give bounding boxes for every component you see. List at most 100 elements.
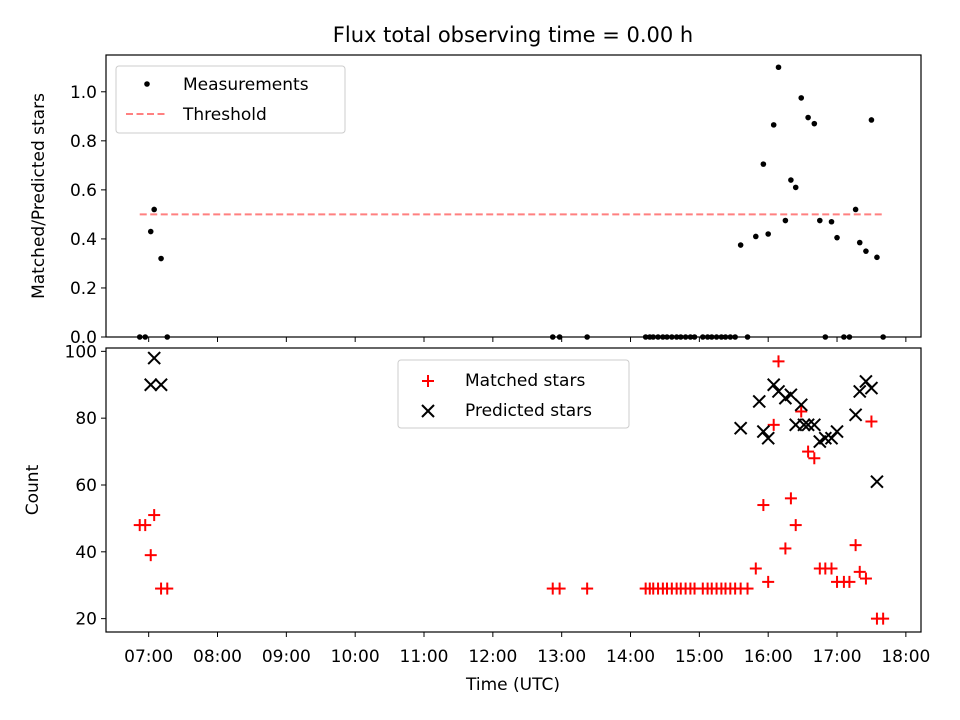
bottom-x-tick-label: 12:00 [468, 647, 517, 667]
bottom-y-tick-label: 100 [65, 342, 97, 362]
bottom-x-tick-label: 18:00 [881, 647, 930, 667]
measurement-point [770, 122, 777, 128]
matched-star-point [789, 519, 802, 532]
measurement-point [760, 161, 767, 167]
bottom-y-tick-label: 20 [75, 610, 97, 630]
matched-star-point [767, 418, 780, 431]
top-y-tick-label: 0.2 [70, 279, 97, 299]
top-y-tick-label: 0.4 [70, 230, 97, 250]
bottom-x-axis: 07:00 08:00 09:00 10:00 11:00 12:00 13:00 14:00… [124, 632, 930, 667]
top-y-tick-label: 0.8 [70, 132, 97, 152]
bottom-x-tick-label: 11:00 [400, 647, 449, 667]
measurement-point [863, 248, 869, 254]
measurement-point [788, 177, 794, 183]
bottom-x-tick-label: 10:00 [331, 647, 380, 667]
matched-star-point [784, 492, 797, 505]
top-x-ticks [148, 337, 907, 342]
measurement-point [792, 184, 799, 191]
top-y-axis: 0.0 0.2 0.4 0.6 0.8 1.0 [70, 83, 106, 348]
bottom-y-tick-label: 80 [75, 409, 97, 429]
predicted-star-point [797, 418, 811, 432]
bottom-plot-marks [133, 351, 890, 625]
matched-star-point [757, 499, 770, 512]
bottom-x-tick-label: 07:00 [124, 647, 173, 667]
bottom-x-tick-label: 09:00 [262, 647, 311, 667]
bottom-x-tick-label: 08:00 [193, 647, 242, 667]
matched-star-point [802, 445, 815, 458]
measurement-point [798, 95, 805, 101]
predicted-star-point [733, 421, 748, 435]
predicted-stars-legend-marker [421, 404, 435, 418]
matched-star-point [859, 572, 872, 585]
matched-star-point [795, 405, 808, 418]
top-legend: Measurements Threshold [115, 65, 346, 134]
chart-title: Flux total observing time = 0.00 h [333, 23, 693, 47]
matched-star-point [139, 519, 152, 532]
measurement-point [765, 231, 771, 237]
predicted-star-point [144, 378, 158, 392]
bottom-panel: 20 40 60 80 100 07:00 08:00 09:00 10:00 11:00 12:… [23, 342, 930, 695]
predicted-star-point [756, 424, 771, 439]
measurement-point [811, 120, 818, 127]
predicted-stars-legend-label: Predicted stars [465, 401, 592, 421]
matched-star-point [853, 565, 866, 578]
predicted-star-point [794, 398, 808, 412]
bottom-legend-box [397, 359, 630, 429]
measurement-point [852, 206, 859, 213]
bottom-plot-frame [105, 347, 922, 633]
matched-star-point [148, 509, 161, 522]
matched-star-point [741, 582, 754, 595]
matched-star-point [553, 582, 566, 595]
predicted-star-point [766, 378, 781, 392]
top-y-axis-label: Matched/Predicted stars [29, 93, 49, 299]
matched-star-point [865, 415, 878, 428]
bottom-x-tick-label: 14:00 [606, 647, 655, 667]
measurement-point [834, 234, 840, 241]
measurement-point [151, 206, 157, 213]
top-panel: 0.0 0.2 0.4 0.6 0.8 1.0 Matched/Predicted sta… [29, 54, 922, 348]
matched-star-point [808, 452, 821, 465]
bottom-legend: Matched stars Predicted stars [397, 359, 630, 429]
measurement-point [874, 254, 880, 261]
matched-star-point [877, 612, 890, 625]
measurement-point [737, 242, 744, 248]
matched-star-point [843, 575, 856, 588]
bottom-y-axis-label: Count [23, 464, 43, 515]
threshold-legend-label: Threshold [182, 105, 267, 125]
measurement-point [775, 64, 782, 71]
predicted-star-point [818, 431, 833, 445]
matched-star-point [749, 562, 762, 575]
predicted-star-point [154, 378, 168, 392]
measurement-point [782, 217, 789, 224]
bottom-x-tick-label: 16:00 [744, 647, 793, 667]
predicted-star-point [853, 384, 867, 399]
measurement-point [868, 117, 875, 123]
measurement-point [752, 233, 759, 240]
measurement-point [147, 228, 154, 235]
matched-star-point [161, 582, 174, 595]
measurement-point [817, 217, 823, 224]
top-legend-box [115, 65, 346, 134]
bottom-x-axis-label: Time (UTC) [465, 675, 560, 695]
predicted-star-point [864, 381, 879, 395]
matched-star-point [779, 542, 792, 555]
measurement-point [805, 114, 811, 121]
predicted-star-point [147, 351, 161, 365]
top-plot-frame [105, 54, 922, 338]
predicted-star-point [801, 418, 815, 432]
predicted-star-point [830, 424, 844, 439]
bottom-x-tick-label: 13:00 [537, 647, 586, 667]
top-y-tick-label: 0.6 [70, 181, 97, 201]
predicted-star-point [870, 474, 884, 489]
matched-star-point [825, 562, 838, 575]
measurement-point [828, 218, 835, 225]
top-y-tick-label: 0.0 [70, 328, 97, 348]
measurement-point [856, 239, 863, 246]
predicted-star-point [807, 418, 822, 432]
measurements-legend-label: Measurements [183, 75, 309, 95]
matched-star-point [849, 539, 862, 552]
matched-star-point [144, 549, 157, 562]
bottom-y-tick-label: 60 [75, 476, 97, 496]
matched-star-point [762, 575, 775, 588]
